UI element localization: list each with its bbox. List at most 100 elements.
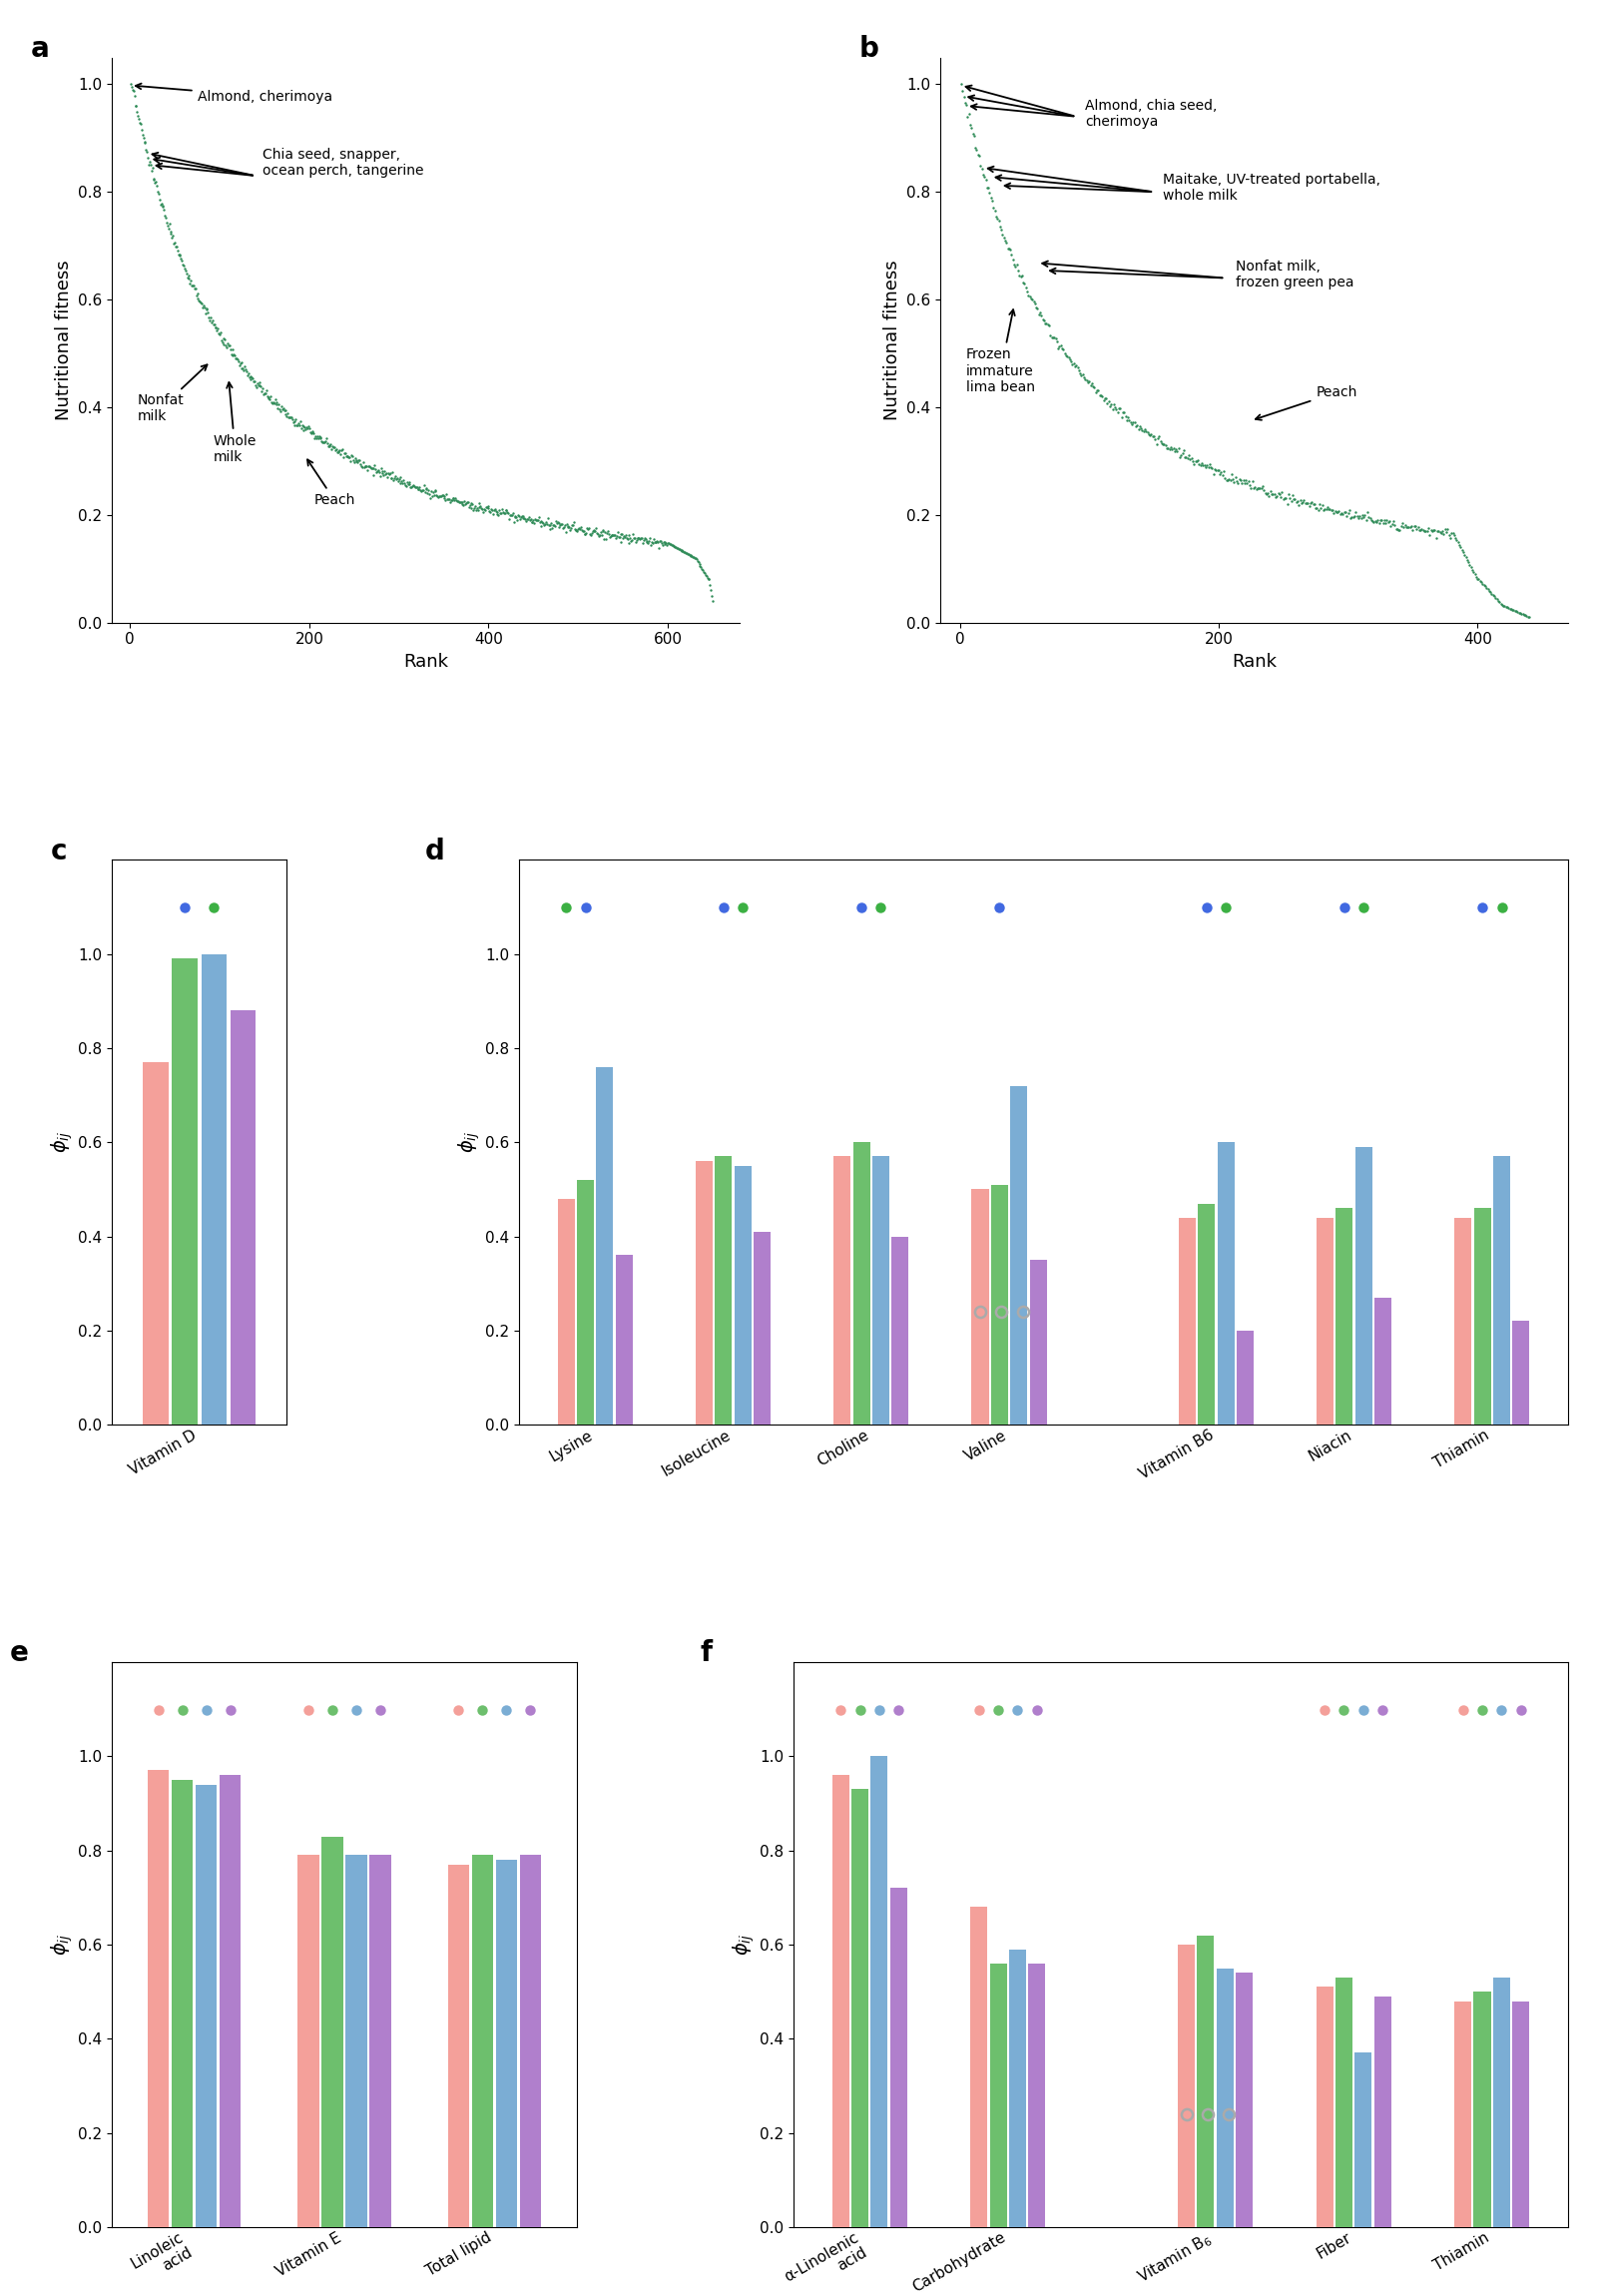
Point <box>1309 489 1334 526</box>
Point <box>1283 484 1309 521</box>
Point <box>266 390 291 427</box>
Text: Nonfat milk,
frozen green pea: Nonfat milk, frozen green pea <box>1235 259 1354 289</box>
Point <box>1272 480 1298 517</box>
Point <box>246 367 272 404</box>
Point <box>1426 512 1451 549</box>
Point <box>528 503 554 540</box>
Point <box>1301 484 1326 521</box>
Point <box>640 526 666 563</box>
Point <box>973 161 998 197</box>
Point <box>347 443 373 480</box>
Point <box>1378 507 1403 544</box>
Point <box>1298 484 1323 521</box>
Point <box>1091 381 1117 418</box>
Point <box>1310 491 1336 528</box>
Point <box>954 87 979 124</box>
Point <box>264 383 290 420</box>
Point <box>501 503 526 540</box>
Point <box>245 367 270 404</box>
Point <box>422 471 448 507</box>
Point <box>226 342 251 379</box>
Point <box>1504 592 1530 629</box>
Point <box>978 179 1003 216</box>
Point <box>542 503 568 540</box>
Point <box>1102 388 1128 425</box>
Point <box>1338 501 1363 537</box>
Point <box>187 282 213 319</box>
Point <box>1237 466 1262 503</box>
Point <box>200 305 226 342</box>
Point <box>1397 510 1422 546</box>
Point <box>1485 581 1510 618</box>
Point <box>331 434 357 471</box>
Point <box>1144 427 1170 464</box>
Bar <box>990 1185 1008 1426</box>
Point <box>186 280 211 317</box>
Point <box>498 496 523 533</box>
Point <box>1045 324 1070 360</box>
Point <box>1160 429 1186 466</box>
Point <box>1016 278 1042 315</box>
Point <box>270 390 296 427</box>
Point <box>190 287 216 324</box>
Point <box>1184 443 1210 480</box>
Point <box>406 471 432 507</box>
Point <box>286 404 312 441</box>
Point <box>347 445 373 482</box>
Point <box>1266 475 1291 512</box>
Point <box>387 466 413 503</box>
Point <box>1048 328 1074 365</box>
Point <box>1037 308 1062 344</box>
Text: Peach: Peach <box>1256 386 1357 420</box>
Point <box>602 517 627 553</box>
Point <box>971 158 997 195</box>
Point <box>1230 461 1256 498</box>
Point <box>1206 452 1232 489</box>
Bar <box>834 1157 851 1426</box>
Point <box>994 225 1019 262</box>
Point <box>1490 585 1515 622</box>
Point <box>1147 422 1173 459</box>
Point <box>1035 305 1061 342</box>
Point <box>160 220 186 257</box>
Point <box>478 491 504 528</box>
Point <box>1453 540 1478 576</box>
Point <box>486 496 512 533</box>
Point <box>251 377 277 413</box>
Point <box>672 533 698 569</box>
Point <box>693 556 718 592</box>
Point <box>490 494 515 530</box>
Point <box>1222 459 1248 496</box>
Point <box>298 413 323 450</box>
Point <box>1155 429 1181 466</box>
Point <box>1408 512 1434 549</box>
Point <box>1120 404 1146 441</box>
Point <box>990 220 1016 257</box>
Point <box>1288 484 1314 521</box>
Text: c: c <box>51 838 67 866</box>
Point <box>1206 455 1232 491</box>
Point <box>469 489 494 526</box>
Point <box>304 418 330 455</box>
Point <box>1235 464 1261 501</box>
Point <box>157 204 182 241</box>
Point <box>418 473 443 510</box>
Point <box>1317 491 1342 528</box>
Bar <box>1237 1332 1253 1426</box>
Point <box>166 236 192 273</box>
Point <box>125 99 150 135</box>
Point <box>398 468 424 505</box>
Point <box>966 138 992 174</box>
Point <box>400 468 426 505</box>
Point <box>656 526 682 563</box>
Point <box>496 501 522 537</box>
Y-axis label: $\phi_{ij}$: $\phi_{ij}$ <box>731 1933 757 1956</box>
Point <box>1397 510 1422 546</box>
Point <box>1402 507 1427 544</box>
Point <box>222 338 248 374</box>
Point <box>240 360 266 397</box>
Point <box>992 223 1018 259</box>
Point <box>1454 542 1480 579</box>
Point <box>1483 579 1509 615</box>
Point <box>1115 400 1141 436</box>
